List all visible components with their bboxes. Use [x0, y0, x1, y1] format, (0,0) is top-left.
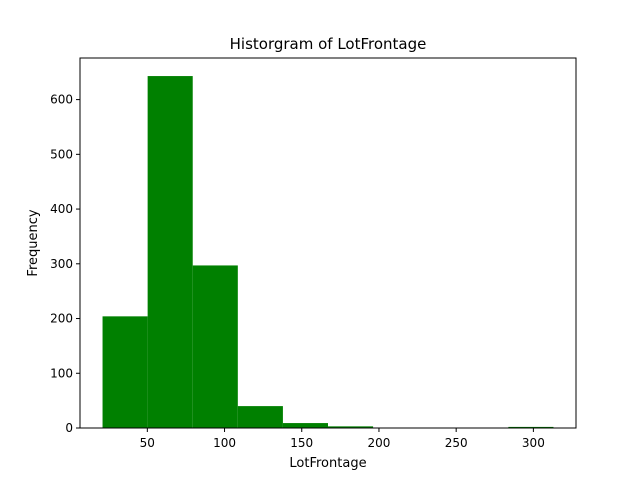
x-tick-label-1: 100: [213, 436, 236, 450]
chart-title: Historgram of LotFrontage: [230, 35, 427, 53]
y-tick-label-1: 100: [50, 366, 73, 380]
histogram-bar-9: [508, 426, 554, 428]
x-tick-label-5: 300: [522, 436, 545, 450]
y-tick-label-6: 600: [50, 93, 73, 107]
x-tick-label-0: 50: [140, 436, 155, 450]
y-tick-label-5: 500: [50, 147, 73, 161]
y-tick-label-0: 0: [65, 421, 73, 435]
y-axis-label: Frequency: [26, 209, 41, 276]
histogram-bar-3: [237, 406, 283, 428]
bars-group: [102, 76, 554, 428]
histogram-bar-2: [192, 265, 238, 428]
y-tick-label-2: 200: [50, 312, 73, 326]
x-axis-ticks: 50 100 150 200 250 300: [140, 428, 545, 450]
x-tick-label-2: 150: [290, 436, 313, 450]
y-tick-label-3: 300: [50, 257, 73, 271]
x-tick-label-4: 250: [445, 436, 468, 450]
x-tick-label-3: 200: [368, 436, 391, 450]
x-axis-label: LotFrontage: [289, 456, 366, 471]
plot-frame: [79, 57, 577, 429]
histogram-bar-4: [282, 423, 328, 428]
y-axis-ticks: 0 100 200 300 400 500 600: [50, 93, 80, 435]
histogram-bar-1: [147, 76, 193, 428]
histogram-bar-0: [102, 316, 148, 428]
histogram-bar-5: [328, 426, 374, 428]
y-tick-label-4: 400: [50, 202, 73, 216]
